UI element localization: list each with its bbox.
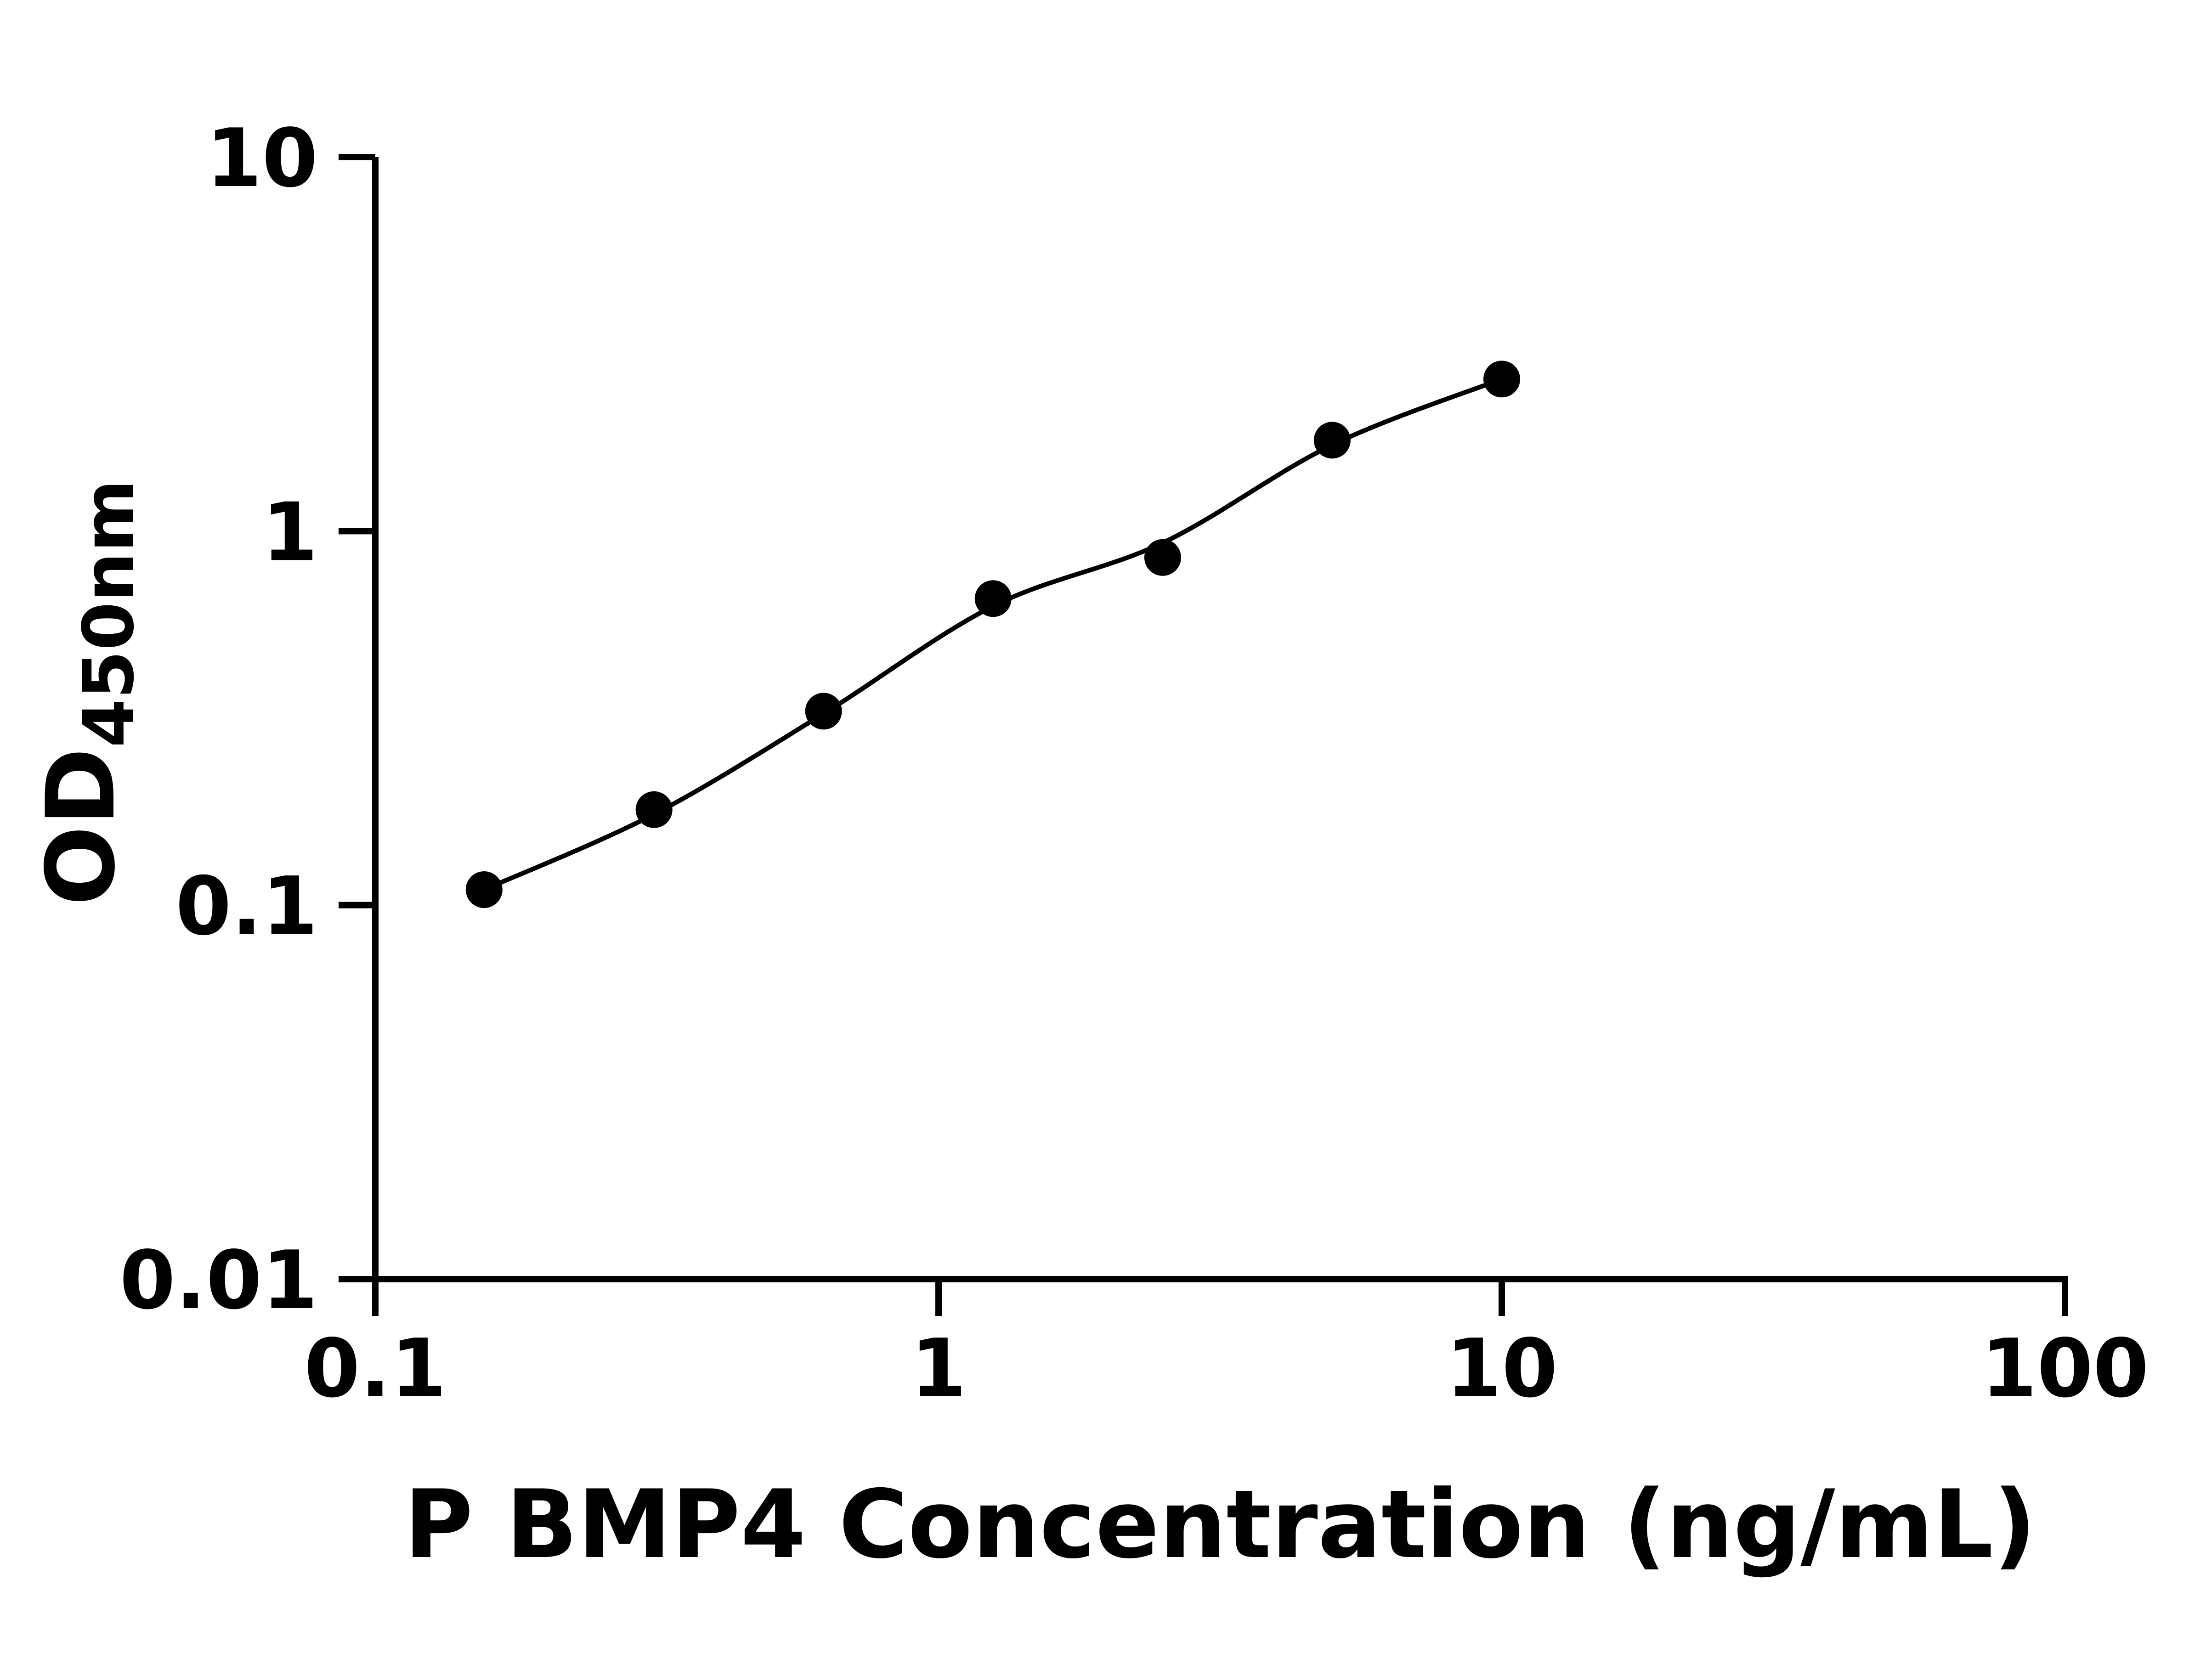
- y-tick-label: 10: [206, 112, 318, 205]
- data-point: [465, 871, 503, 908]
- x-tick-label: 1: [911, 1322, 967, 1416]
- y-tick-label: 1: [262, 486, 318, 579]
- x-tick-label: 0.1: [304, 1322, 447, 1416]
- data-point: [1313, 422, 1351, 459]
- y-axis-title-main: OD: [27, 747, 136, 906]
- x-axis-title: P BMP4 Concentration (ng/mL): [404, 1470, 2037, 1580]
- y-axis-title-subscript: 450nm: [68, 479, 149, 748]
- y-tick-label: 0.01: [119, 1234, 318, 1327]
- x-tick-label: 10: [1446, 1322, 1558, 1416]
- y-tick-label: 0.1: [175, 860, 318, 953]
- data-point: [805, 693, 842, 730]
- data-point: [1144, 539, 1181, 576]
- data-point: [635, 791, 673, 828]
- data-point: [1483, 361, 1520, 398]
- y-axis-title: OD450nm: [26, 417, 149, 968]
- data-point: [974, 580, 1012, 617]
- x-tick-label: 100: [1981, 1322, 2149, 1416]
